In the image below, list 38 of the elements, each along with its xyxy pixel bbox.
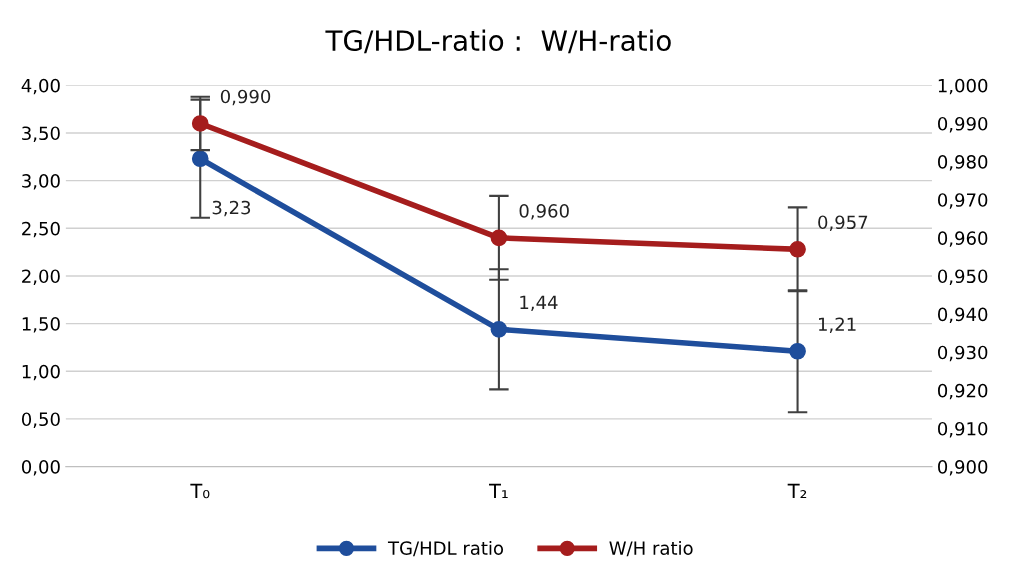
x-tick-label: T₁: [489, 483, 508, 499]
y2-tick-label: 0,960: [938, 231, 988, 247]
y-tick-label: 0,00: [21, 460, 60, 476]
legend-label: TG/HDL ratio: [387, 540, 504, 557]
y2-tick-label: 0,910: [938, 421, 988, 438]
y-tick-label: 2,00: [22, 269, 60, 285]
y2-tick-label: 0,900: [938, 460, 988, 476]
x-tick-label: T₀: [190, 483, 210, 499]
point: [789, 342, 806, 360]
y2-tick-label: 0,970: [938, 193, 988, 209]
y2-tick-label: 0,980: [938, 155, 988, 171]
y-tick-label: 1,00: [22, 364, 60, 381]
data-label: 0,990: [220, 89, 271, 106]
y2-tick-label: 0,930: [938, 345, 988, 362]
chart-title: TG/HDL-ratio : W/H-ratio: [325, 29, 671, 54]
point: [191, 150, 209, 168]
point: [191, 115, 209, 132]
x-tick-label: T₂: [787, 483, 807, 499]
y-tick-label: 2,50: [22, 221, 60, 238]
point: [490, 321, 508, 338]
point: [789, 240, 806, 258]
point: [490, 229, 508, 247]
y-tick-label: 3,50: [22, 126, 60, 142]
y2-tick-label: 0,950: [938, 269, 988, 285]
y-tick-label: 0,50: [21, 412, 60, 428]
data-label: 1,21: [818, 317, 856, 333]
y-tick-label: 1,50: [22, 317, 60, 333]
data-label: 3,23: [212, 200, 251, 217]
y2-tick-label: 0,990: [938, 116, 988, 133]
legend-label: W/H ratio: [609, 540, 693, 557]
y2-tick-label: 0,940: [938, 307, 988, 324]
data-label: 0,957: [818, 215, 868, 231]
y-tick-label: 3,00: [22, 174, 60, 190]
y2-tick-label: 0,920: [938, 383, 988, 400]
y2-tick-label: 1,000: [938, 78, 988, 95]
data-label: 1,44: [520, 295, 558, 312]
y-tick-label: 4,00: [21, 78, 60, 95]
data-label: 0,960: [519, 204, 569, 220]
